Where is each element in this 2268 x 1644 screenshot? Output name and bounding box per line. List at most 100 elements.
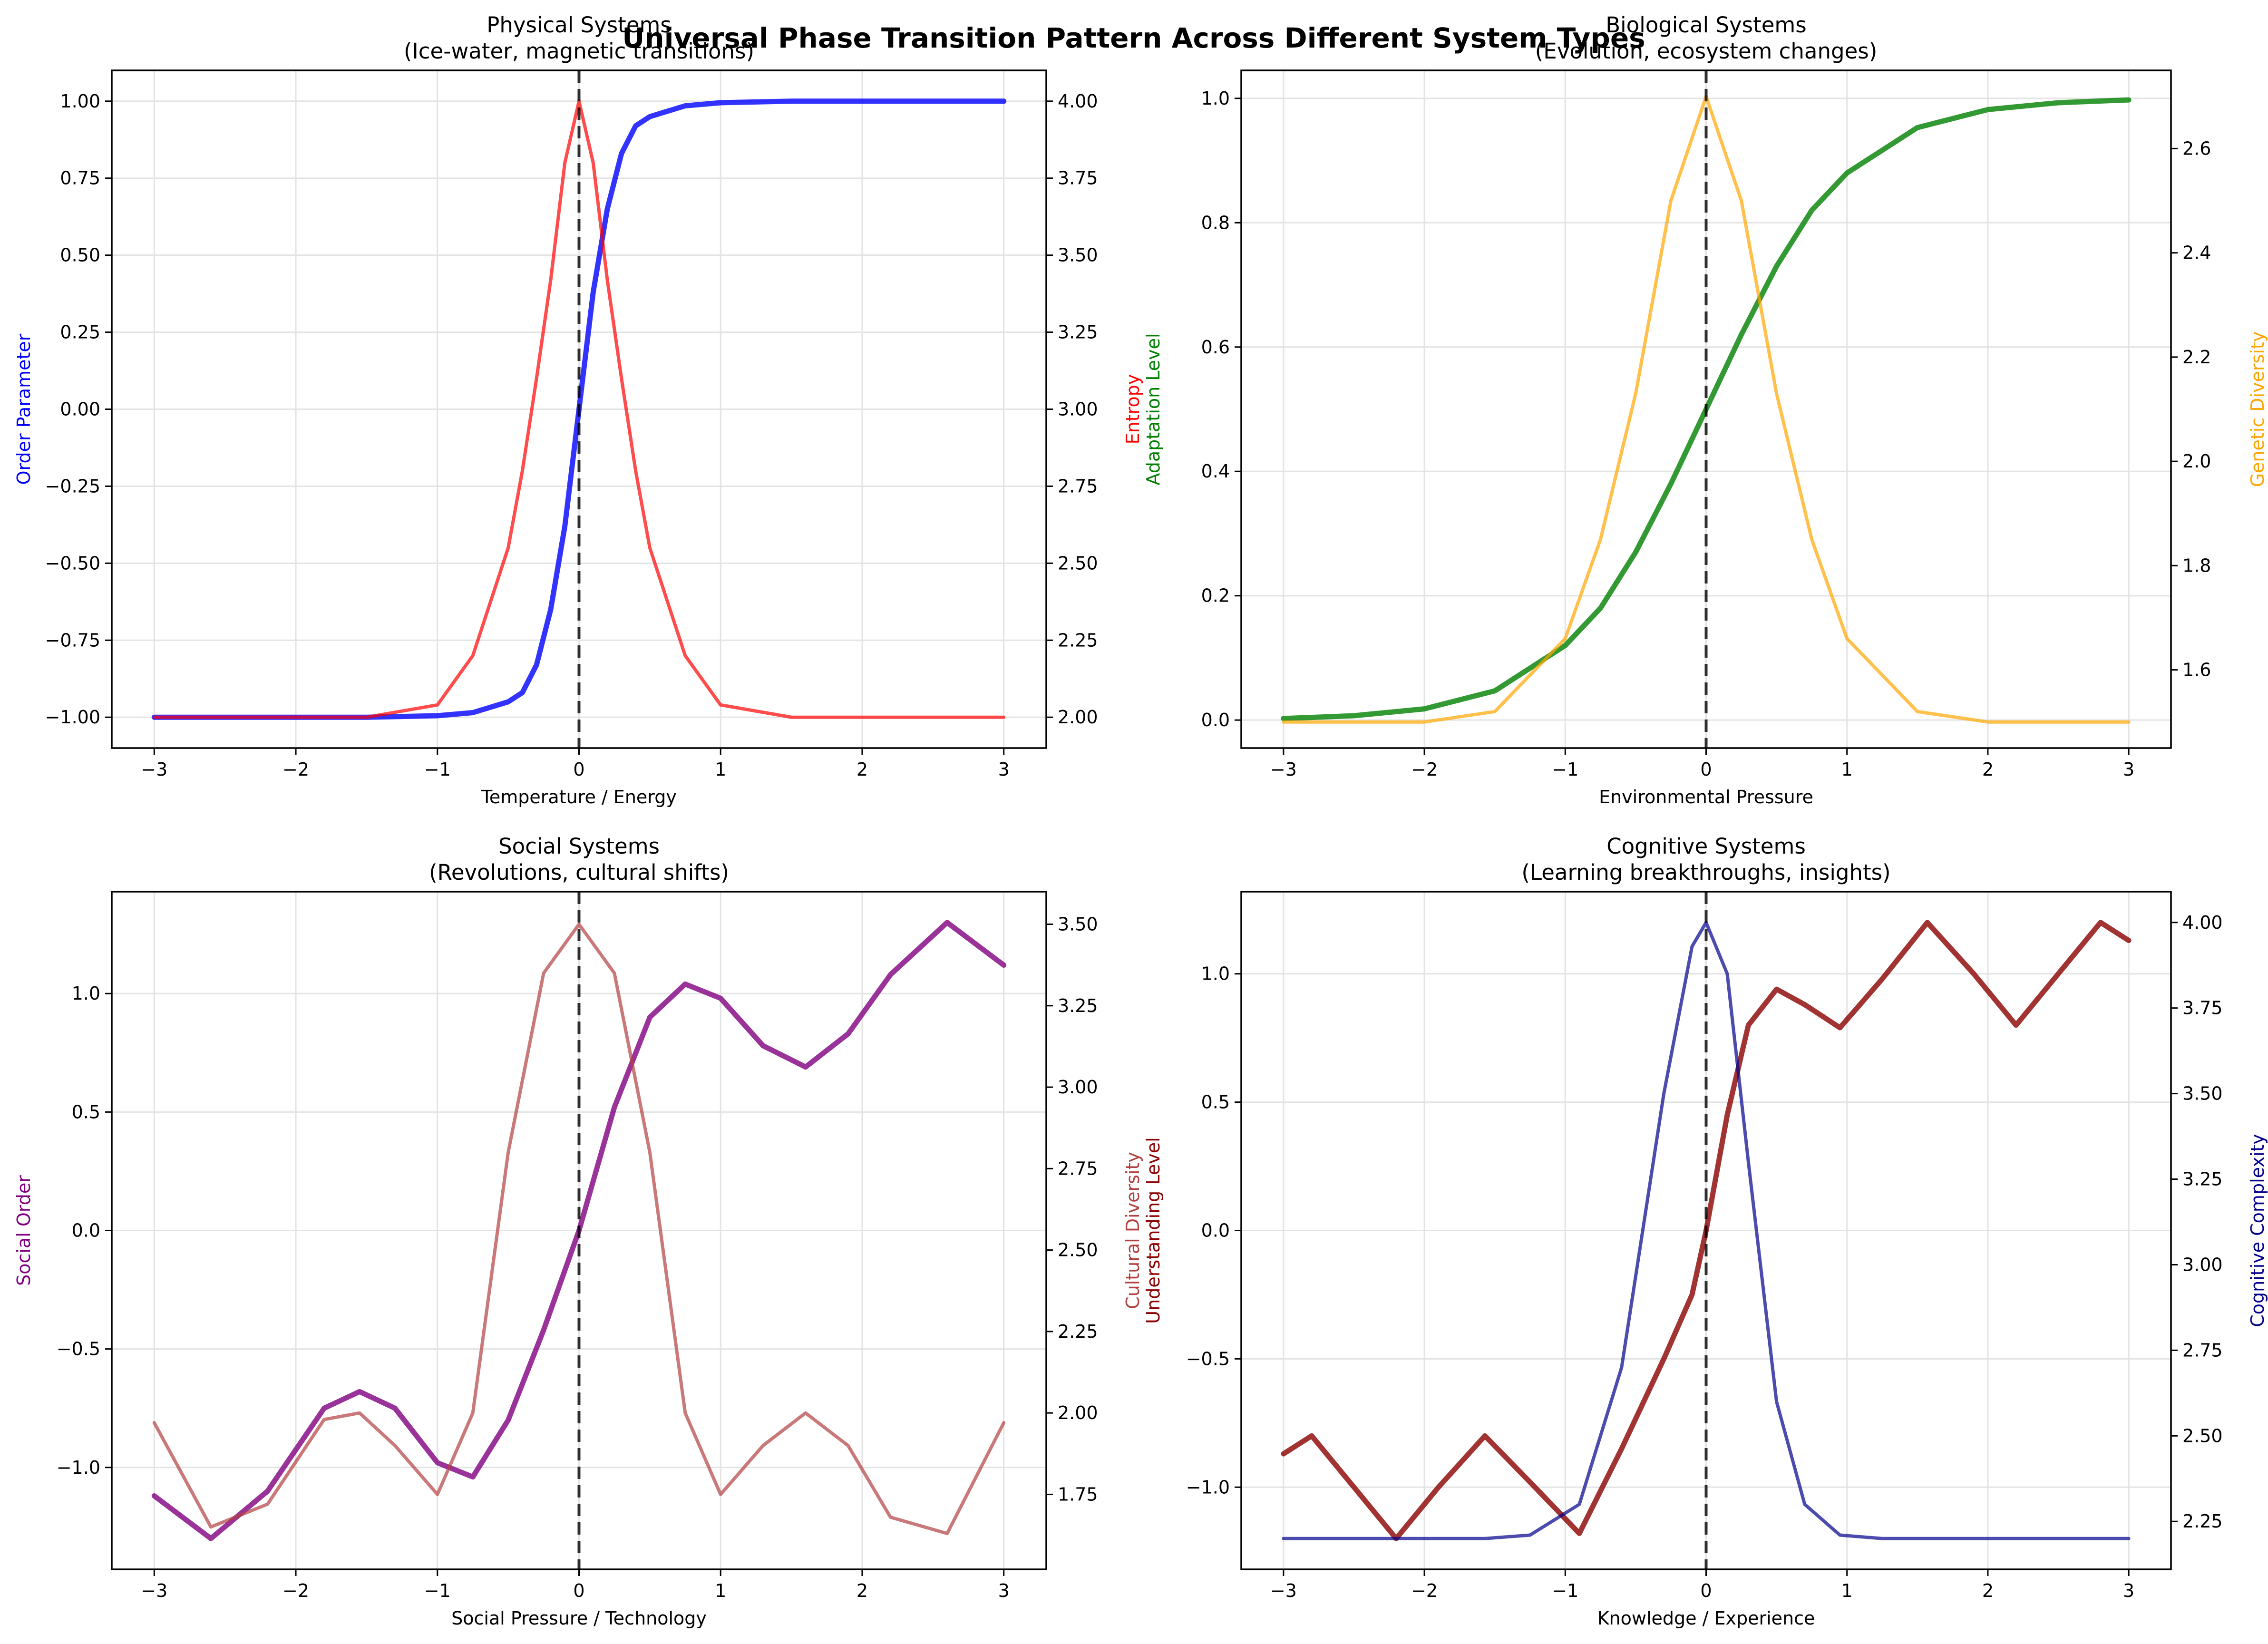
- x-tick-label: 2: [1982, 759, 1994, 780]
- x-tick-label: 1: [715, 1580, 726, 1601]
- y-tick-label-left: 0.00: [60, 399, 100, 420]
- y-tick-label-right: 2.4: [2182, 243, 2211, 263]
- y-tick-label-right: 3.25: [2182, 1169, 2223, 1190]
- x-tick-label: 1: [1841, 1580, 1853, 1601]
- y-axis-label-left: Order Parameter: [13, 333, 34, 485]
- y-tick-label-right: 1.6: [2182, 660, 2211, 681]
- y-tick-label-left: −1.0: [1186, 1477, 1230, 1498]
- y-tick-label-right: 2.75: [1058, 1158, 1098, 1179]
- y-tick-label-left: 0.4: [1201, 461, 1230, 482]
- x-tick-label: 0: [1700, 1580, 1712, 1601]
- y-axis-label-right: Cognitive Complexity: [2247, 1134, 2268, 1327]
- y-tick-label-left: 0.0: [72, 1220, 100, 1241]
- y-tick-label-right: 2.50: [1058, 553, 1098, 574]
- panel-subtitle: (Revolutions, cultural shifts): [429, 860, 729, 885]
- y-tick-label-left: 1.00: [60, 91, 100, 112]
- y-tick-label-left: −0.50: [45, 553, 100, 574]
- y-tick-label-left: 0.50: [60, 245, 100, 266]
- y-tick-label-left: 0.0: [1201, 1220, 1230, 1241]
- y-tick-label-right: 3.50: [1058, 245, 1098, 266]
- y-tick-label-right: 2.25: [1058, 1321, 1098, 1342]
- figure-suptitle: Universal Phase Transition Pattern Acros…: [622, 22, 1645, 54]
- x-tick-label: 2: [857, 759, 868, 780]
- y-tick-label-right: 1.8: [2182, 555, 2211, 576]
- y-tick-label-left: 0.25: [60, 322, 100, 343]
- x-tick-label: 1: [715, 759, 726, 780]
- y-axis-label-left: Understanding Level: [1143, 1137, 1164, 1323]
- y-tick-label-right: 2.50: [1058, 1240, 1098, 1261]
- y-tick-label-right: 2.75: [2182, 1340, 2223, 1361]
- y-tick-label-left: 0.6: [1201, 337, 1230, 358]
- chart-panel-1: −3 −2 −1 0 1 2 3 −1.00 −0.75 −0.50 −0.25 0.00 0.25 0.…: [13, 12, 1143, 807]
- x-tick-label: −1: [1552, 1580, 1578, 1601]
- y-tick-label-right: 2.25: [2182, 1511, 2223, 1532]
- y-tick-label-right: 3.75: [2182, 998, 2223, 1019]
- y-tick-label-right: 2.00: [1058, 707, 1098, 728]
- x-tick-label: −3: [141, 1580, 167, 1601]
- panel-subtitle: (Evolution, ecosystem changes): [1535, 39, 1878, 64]
- y-tick-label-right: 3.00: [2182, 1254, 2223, 1275]
- y-tick-label-left: 1.0: [72, 983, 100, 1004]
- y-tick-label-left: 0.2: [1201, 585, 1230, 606]
- x-tick-label: 3: [998, 1580, 1010, 1601]
- y-tick-label-left: −0.25: [45, 476, 100, 496]
- y-tick-label-right: 2.00: [1058, 1402, 1098, 1423]
- x-tick-label: −2: [1411, 1580, 1438, 1601]
- y-axis-label-right: Cultural Diversity: [1122, 1152, 1143, 1309]
- x-tick-label: −1: [424, 759, 451, 780]
- chart-panel-4: −3 −2 −1 0 1 2 3 −1.0 −0.5 0.0 0.5 1.0 2.25 2.50 2.75 3…: [1143, 834, 2268, 1629]
- y-tick-label-right: 4.00: [1058, 91, 1098, 112]
- y-tick-label-left: 0.5: [72, 1101, 100, 1122]
- panel-title: Physical Systems: [487, 12, 672, 38]
- x-tick-label: −1: [424, 1580, 451, 1601]
- x-tick-label: 0: [573, 1580, 584, 1601]
- y-axis-label-left: Social Order: [13, 1175, 34, 1286]
- series-line-right: [152, 923, 1006, 1536]
- x-axis-label: Knowledge / Experience: [1597, 1608, 1815, 1629]
- x-tick-label: 1: [1841, 759, 1853, 780]
- y-tick-label-right: 3.00: [1058, 1077, 1098, 1098]
- x-tick-label: −3: [141, 759, 167, 780]
- x-tick-label: −2: [282, 1580, 309, 1601]
- panel-subtitle: (Ice-water, magnetic transitions): [404, 39, 754, 64]
- y-tick-label-right: 3.50: [2182, 1083, 2223, 1104]
- y-tick-label-right: 1.75: [1058, 1484, 1098, 1505]
- y-axis-label-left: Adaptation Level: [1143, 333, 1164, 485]
- y-tick-label-right: 3.75: [1058, 168, 1098, 189]
- x-tick-label: 2: [857, 1580, 868, 1601]
- y-tick-label-left: −0.5: [1186, 1348, 1230, 1369]
- x-tick-label: −2: [282, 759, 309, 780]
- y-tick-label-left: 0.0: [1201, 710, 1230, 730]
- y-tick-label-left: −0.75: [45, 630, 100, 651]
- panel-subtitle: (Learning breakthroughs, insights): [1521, 860, 1890, 885]
- y-tick-label-right: 2.0: [2182, 451, 2211, 472]
- chart-panel-3: −3 −2 −1 0 1 2 3 −1.0 −0.5 0.0 0.5 1.0 1.75 2.00 2.25 2…: [13, 834, 1143, 1629]
- y-tick-label-left: 0.75: [60, 168, 100, 189]
- x-tick-label: 0: [573, 759, 584, 780]
- y-axis-label-right: Genetic Diversity: [2247, 331, 2268, 487]
- x-tick-label: −3: [1270, 759, 1297, 780]
- y-tick-label-right: 2.6: [2182, 138, 2211, 159]
- y-tick-label-right: 3.00: [1058, 399, 1098, 420]
- x-tick-label: −1: [1552, 759, 1578, 780]
- y-tick-label-right: 2.75: [1058, 476, 1098, 496]
- y-tick-label-right: 3.25: [1058, 995, 1098, 1016]
- y-tick-label-left: −1.00: [45, 707, 100, 728]
- y-tick-label-right: 3.50: [1058, 914, 1098, 935]
- panel-title: Social Systems: [498, 834, 660, 859]
- y-axis-label-right: Entropy: [1122, 374, 1143, 445]
- y-tick-label-left: 0.8: [1201, 212, 1230, 233]
- x-tick-label: 3: [998, 759, 1010, 780]
- y-tick-label-left: 0.5: [1201, 1092, 1230, 1113]
- x-tick-label: −2: [1411, 759, 1438, 780]
- y-tick-label-right: 2.50: [2182, 1425, 2223, 1446]
- series-line-right: [1282, 921, 2131, 1540]
- y-tick-label-left: −0.5: [57, 1339, 100, 1360]
- x-axis-label: Social Pressure / Technology: [451, 1608, 707, 1629]
- y-tick-label-right: 2.2: [2182, 347, 2211, 368]
- x-tick-label: 2: [1982, 1580, 1994, 1601]
- x-axis-label: Environmental Pressure: [1599, 787, 1813, 807]
- x-tick-label: −3: [1270, 1580, 1297, 1601]
- panel-title: Cognitive Systems: [1606, 834, 1806, 859]
